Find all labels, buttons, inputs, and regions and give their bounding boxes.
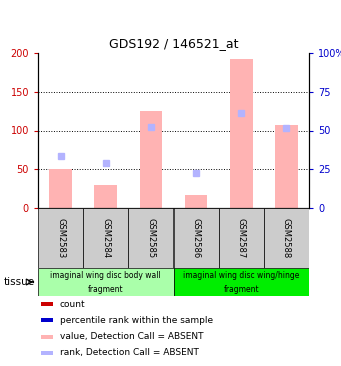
Bar xyxy=(139,111,162,208)
Text: GSM2588: GSM2588 xyxy=(282,218,291,258)
Text: fragment: fragment xyxy=(88,285,123,294)
Text: percentile rank within the sample: percentile rank within the sample xyxy=(60,316,213,325)
Bar xyxy=(49,169,72,208)
Text: tissue: tissue xyxy=(3,277,34,287)
Title: GDS192 / 146521_at: GDS192 / 146521_at xyxy=(109,37,238,51)
Text: GSM2587: GSM2587 xyxy=(237,218,246,258)
Bar xyxy=(83,208,128,268)
Bar xyxy=(38,268,174,296)
Text: value, Detection Call = ABSENT: value, Detection Call = ABSENT xyxy=(60,332,203,341)
Bar xyxy=(41,351,53,355)
Bar xyxy=(41,318,53,322)
Bar xyxy=(185,195,207,208)
Bar xyxy=(41,335,53,339)
Text: imaginal wing disc wing/hinge: imaginal wing disc wing/hinge xyxy=(183,271,299,280)
Text: GSM2585: GSM2585 xyxy=(146,218,155,258)
Bar xyxy=(38,208,83,268)
Bar xyxy=(94,185,117,208)
Text: GSM2583: GSM2583 xyxy=(56,218,65,258)
Bar xyxy=(275,125,298,208)
Text: GSM2586: GSM2586 xyxy=(192,218,201,258)
Bar xyxy=(174,268,309,296)
Bar xyxy=(41,302,53,306)
Bar xyxy=(128,208,174,268)
Text: count: count xyxy=(60,300,85,309)
Bar xyxy=(174,208,219,268)
Text: imaginal wing disc body wall: imaginal wing disc body wall xyxy=(50,271,161,280)
Text: fragment: fragment xyxy=(223,285,259,294)
Bar xyxy=(230,59,253,208)
Text: rank, Detection Call = ABSENT: rank, Detection Call = ABSENT xyxy=(60,348,198,357)
Bar xyxy=(264,208,309,268)
Bar xyxy=(219,208,264,268)
Text: GSM2584: GSM2584 xyxy=(101,218,110,258)
